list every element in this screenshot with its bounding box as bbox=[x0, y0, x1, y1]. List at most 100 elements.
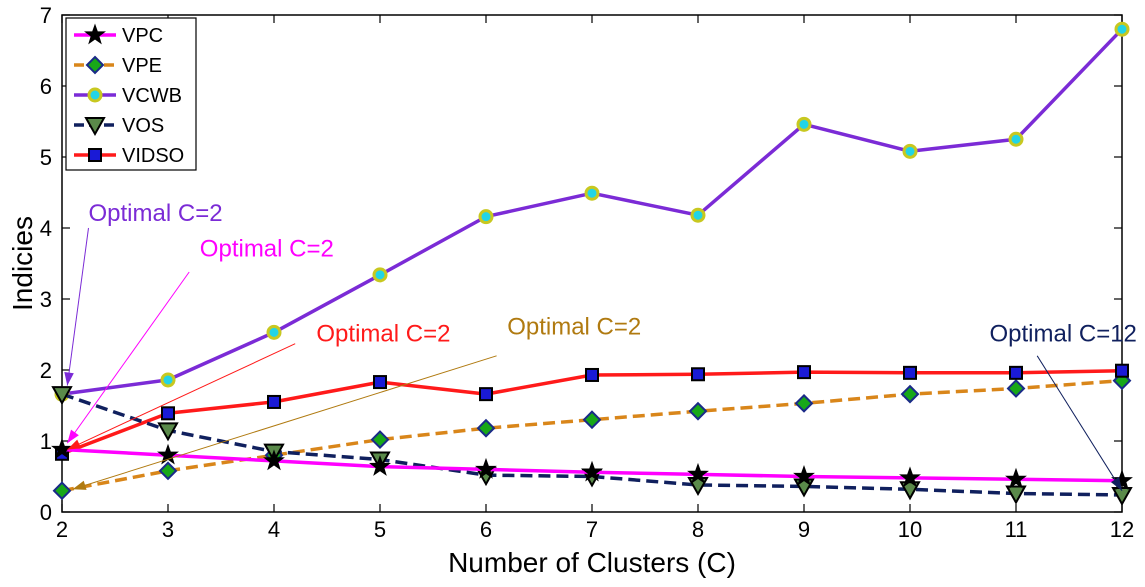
data-point-vpe bbox=[52, 481, 72, 501]
data-point-vpe bbox=[476, 418, 496, 438]
annotation-arrow bbox=[72, 355, 497, 490]
data-point-vos bbox=[1111, 486, 1133, 506]
legend-marker bbox=[88, 148, 102, 162]
legend-label: VPC bbox=[122, 25, 163, 47]
x-tick-label: 12 bbox=[1110, 517, 1134, 542]
data-point-vidso bbox=[1009, 365, 1023, 380]
data-point-vpc bbox=[899, 466, 921, 488]
data-point-vcwb bbox=[266, 324, 282, 340]
annotation-arrow bbox=[1036, 355, 1123, 491]
y-tick-label: 5 bbox=[40, 145, 52, 170]
annotation: Optimal C=2 bbox=[66, 235, 334, 444]
annotation-arrowhead bbox=[72, 480, 87, 490]
data-point-vcwb bbox=[584, 185, 600, 201]
series-line-vpe bbox=[61, 378, 1123, 493]
series-vos bbox=[51, 386, 1133, 506]
data-point-vidso bbox=[267, 394, 281, 409]
y-tick-label: 2 bbox=[40, 358, 52, 383]
x-axis-ticks: 2 3 4 5 6 7 8 9 10 11 12 bbox=[56, 15, 1134, 542]
data-point-vpe bbox=[794, 393, 814, 413]
annotation-arrowhead bbox=[1110, 477, 1122, 491]
y-tick-label: 7 bbox=[40, 3, 52, 28]
legend-entry-vidso: VIDSO bbox=[74, 145, 184, 167]
annotation-label: Optimal C=2 bbox=[200, 235, 334, 262]
x-axis-title: Number of Clusters (C) bbox=[448, 547, 736, 578]
legend-label: VPE bbox=[122, 55, 162, 77]
data-point-vpc bbox=[369, 455, 391, 476]
y-tick-label: 6 bbox=[40, 74, 52, 99]
data-point-vpe bbox=[1006, 379, 1026, 398]
annotations: Optimal C=2 Optimal C=2 Optimal C=2 Optimal… bbox=[64, 200, 1137, 491]
y-axis-title: Indicies bbox=[7, 216, 38, 311]
legend: VPC VPE VCWB VOS VIDSO bbox=[65, 17, 197, 171]
data-point-vidso bbox=[903, 365, 917, 380]
annotation-arrowhead bbox=[67, 439, 82, 450]
x-tick-label: 4 bbox=[268, 517, 280, 542]
legend-label: VCWB bbox=[122, 85, 182, 107]
data-point-vidso bbox=[691, 367, 705, 382]
series-line-vos bbox=[61, 392, 1123, 497]
data-point-vcwb bbox=[478, 209, 494, 225]
legend-entry-vpc: VPC bbox=[74, 23, 163, 47]
annotation: Optimal C=2 bbox=[64, 200, 223, 386]
x-tick-label: 5 bbox=[374, 517, 386, 542]
annotation-arrow bbox=[66, 227, 89, 386]
legend-marker bbox=[84, 23, 106, 45]
data-point-vpc bbox=[263, 449, 285, 471]
annotation-arrowhead bbox=[67, 429, 79, 444]
y-tick-label: 0 bbox=[40, 500, 52, 525]
x-tick-label: 3 bbox=[162, 517, 174, 542]
legend-entry-vcwb: VCWB bbox=[74, 85, 182, 107]
data-point-vpc bbox=[157, 443, 179, 465]
data-point-vpe bbox=[158, 461, 178, 481]
plot-frame bbox=[61, 14, 1123, 513]
data-point-vcwb bbox=[372, 267, 388, 283]
data-point-vpc bbox=[1111, 469, 1133, 491]
annotation: Optimal C=2 bbox=[72, 314, 641, 490]
data-point-vcwb bbox=[796, 116, 812, 132]
x-tick-label: 9 bbox=[798, 517, 810, 542]
x-tick-label: 7 bbox=[586, 517, 598, 542]
series-group bbox=[51, 21, 1133, 506]
data-point-vcwb bbox=[690, 207, 706, 223]
y-axis-ticks: 0 1 2 3 4 5 6 7 bbox=[40, 3, 1122, 525]
legend-marker bbox=[84, 117, 106, 137]
data-point-vcwb bbox=[1008, 131, 1024, 147]
data-point-vidso bbox=[161, 406, 175, 421]
y-tick-label: 4 bbox=[40, 216, 52, 241]
data-point-vpe bbox=[370, 430, 390, 449]
data-point-vpc bbox=[475, 457, 497, 479]
y-tick-label: 1 bbox=[40, 429, 52, 454]
legend-marker bbox=[85, 55, 105, 75]
legend-label: VOS bbox=[122, 115, 164, 137]
data-point-vpe bbox=[688, 401, 708, 421]
data-point-vpe bbox=[900, 384, 920, 404]
data-point-vpc bbox=[793, 464, 815, 486]
x-tick-label: 2 bbox=[56, 517, 68, 542]
data-point-vos bbox=[157, 422, 179, 442]
data-point-vpc bbox=[687, 462, 709, 484]
x-tick-label: 8 bbox=[692, 517, 704, 542]
annotation-label: Optimal C=2 bbox=[316, 321, 450, 348]
annotation-arrowhead bbox=[64, 371, 74, 386]
annotation: Optimal C=12 bbox=[990, 321, 1137, 491]
data-point-vpc bbox=[1005, 467, 1027, 489]
annotation-arrow bbox=[66, 271, 190, 444]
annotation-arrow bbox=[67, 343, 296, 450]
x-tick-label: 10 bbox=[898, 517, 922, 542]
data-point-vpc bbox=[581, 460, 603, 482]
data-point-vidso bbox=[585, 367, 599, 382]
annotation-label: Optimal C=2 bbox=[89, 200, 223, 227]
series-vpe bbox=[52, 371, 1132, 501]
data-point-vidso bbox=[373, 375, 387, 390]
data-point-vpe bbox=[582, 410, 602, 430]
annotation: Optimal C=2 bbox=[67, 321, 450, 450]
legend-marker bbox=[87, 87, 103, 103]
x-tick-label: 6 bbox=[480, 517, 492, 542]
data-point-vidso bbox=[479, 387, 493, 402]
legend-entry-vpe: VPE bbox=[74, 55, 162, 77]
legend-entry-vos: VOS bbox=[74, 115, 164, 137]
annotation-label: Optimal C=2 bbox=[507, 314, 641, 341]
